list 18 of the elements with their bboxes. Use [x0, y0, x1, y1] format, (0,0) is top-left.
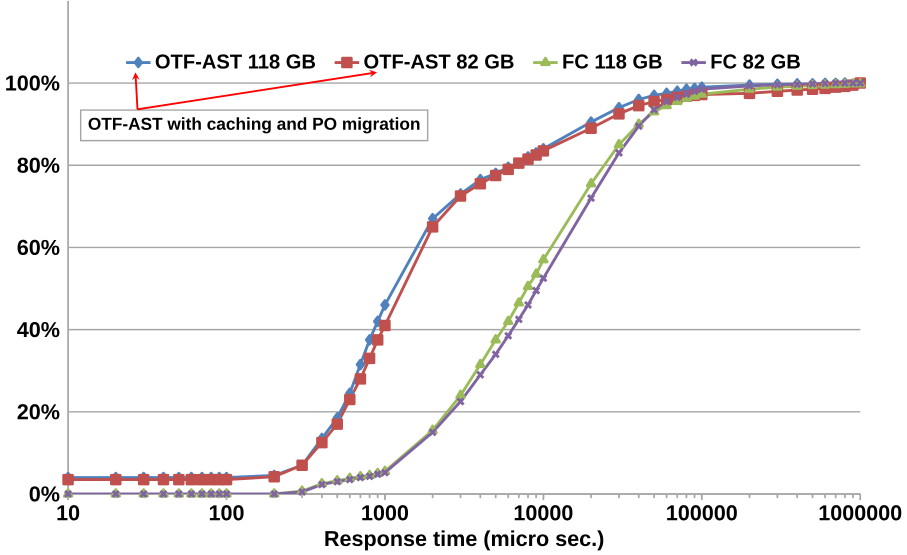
legend-label: FC 82 GB	[712, 54, 800, 69]
x-tick-label: 10	[57, 505, 80, 520]
legend-label: OTF-AST 82 GB	[364, 54, 514, 69]
y-tick-label: 40%	[17, 322, 60, 338]
y-tick-label: 20%	[18, 404, 60, 420]
x-tick-label: 100	[210, 505, 244, 520]
x-tick-label: 1000	[362, 505, 408, 520]
y-tick-label: 0%	[30, 486, 60, 502]
y-tick-label: 60%	[18, 240, 60, 255]
y-tick-label: 80%	[17, 157, 60, 173]
x-tick-label: 100000	[667, 505, 737, 520]
x-tick-label: 10000	[514, 505, 572, 520]
legend-label: FC 118 GB	[563, 54, 662, 69]
annotation: OTF-AST with caching and PO migration	[88, 117, 420, 134]
legend-label: OTF-AST 118 GB	[156, 54, 316, 69]
y-tick-label: 100%	[6, 75, 60, 91]
x-axis-title: Response time (micro sec.)	[325, 530, 604, 550]
x-tick-label: 1000000	[820, 505, 902, 520]
